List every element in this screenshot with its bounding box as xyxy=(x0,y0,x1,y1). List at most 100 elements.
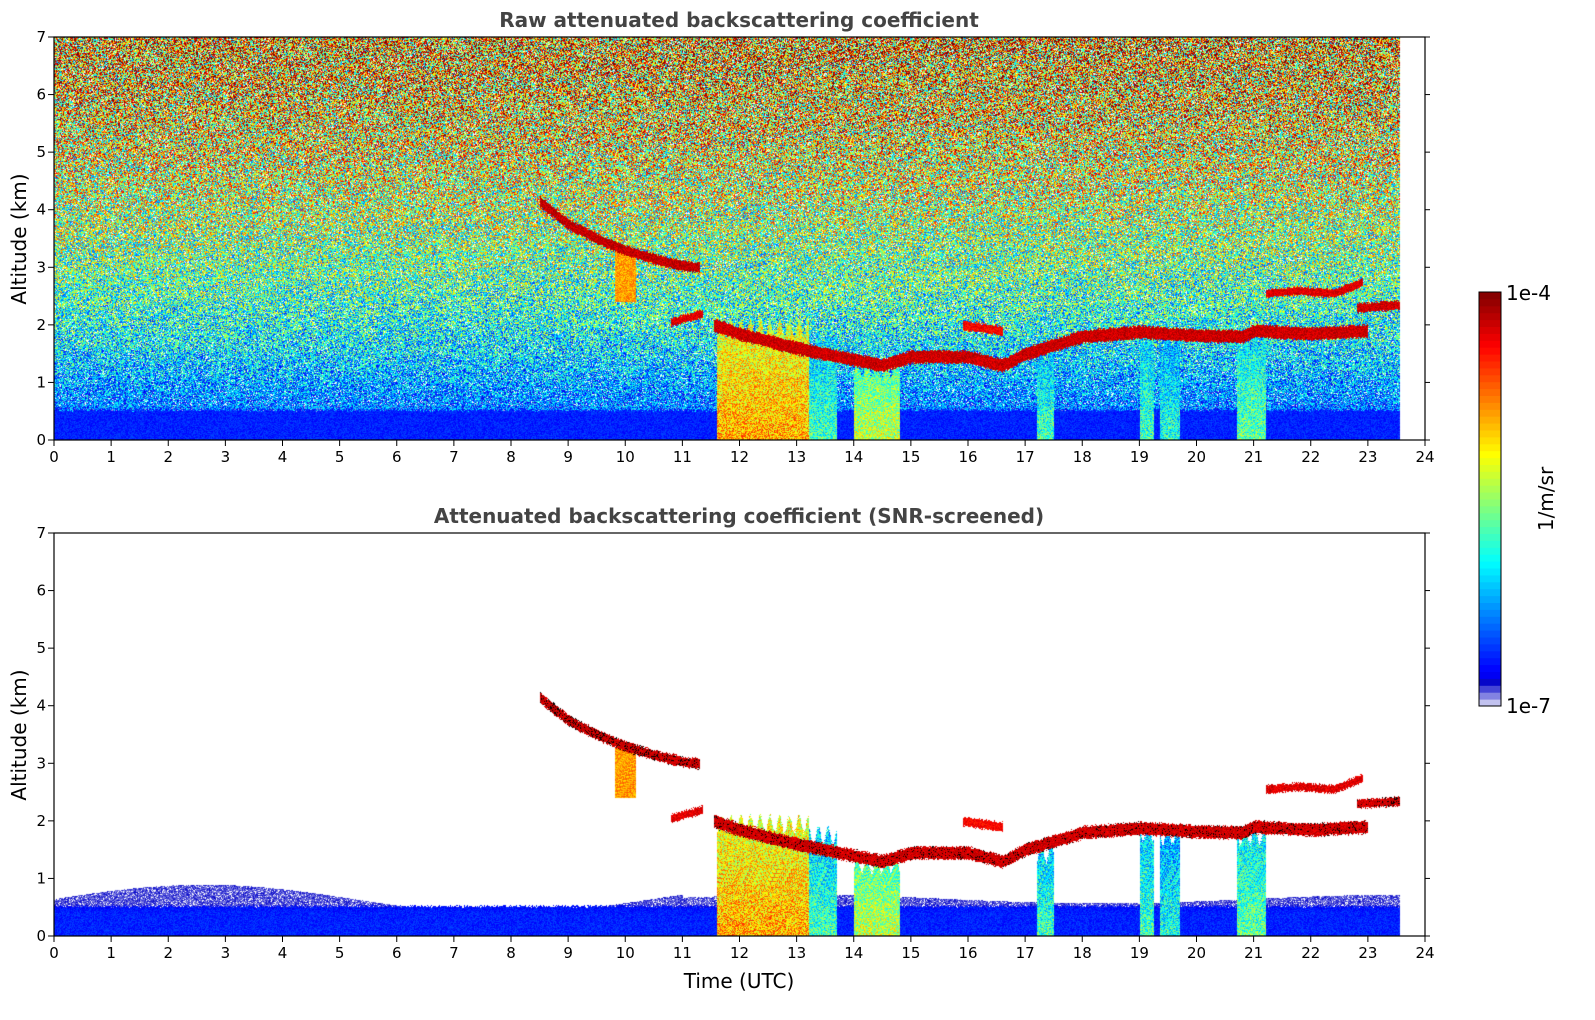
x-tick-label: 11 xyxy=(673,944,692,962)
x-tick-label: 4 xyxy=(278,448,288,466)
x-tick-label: 15 xyxy=(901,448,920,466)
colorbar-segment xyxy=(1479,657,1501,666)
x-tick-label: 10 xyxy=(616,944,635,962)
x-axis-label: Time (UTC) xyxy=(683,969,795,993)
colorbar-segment xyxy=(1479,568,1501,576)
colorbar-min-label: 1e-7 xyxy=(1506,694,1551,718)
heatmap-raw-container xyxy=(54,37,1425,440)
x-tick-label: 19 xyxy=(1130,448,1149,466)
colorbar-segment xyxy=(1479,436,1501,445)
colorbar-segment xyxy=(1479,519,1501,528)
x-tick-label: 24 xyxy=(1415,944,1434,962)
colorbar-unit-label: 1/m/sr xyxy=(1534,466,1558,531)
x-tick-label: 9 xyxy=(563,944,573,962)
x-tick-label: 1 xyxy=(106,944,116,962)
colorbar-segment xyxy=(1479,298,1501,307)
y-tick-label: 2 xyxy=(36,316,46,334)
heatmap-screened xyxy=(54,533,1425,936)
y-tick-label: 5 xyxy=(36,143,46,161)
x-tick-label: 5 xyxy=(335,448,345,466)
colorbar-segment xyxy=(1479,643,1501,652)
panel-1-ticks: 0 1 2 3 4 5 6 7 8 9 10 11 12 13 14 15 16 17 18 19 20 21 22 23 24… xyxy=(36,28,1434,466)
y-tick-label: 1 xyxy=(36,373,46,391)
x-tick-label: 8 xyxy=(506,448,516,466)
colorbar-segment xyxy=(1479,450,1501,459)
x-tick-label: 2 xyxy=(163,448,173,466)
x-tick-label: 9 xyxy=(563,448,573,466)
colorbar-segment xyxy=(1479,650,1501,659)
panel-2-title: Attenuated backscattering coefficient (S… xyxy=(434,504,1044,528)
y-tick-label: 6 xyxy=(36,86,46,104)
colorbar-segment xyxy=(1479,512,1501,521)
panel-2-ylabel: Altitude (km) xyxy=(7,669,31,800)
panel-raw: Raw attenuated backscattering coefficien… xyxy=(7,8,1435,466)
colorbar-segment xyxy=(1479,540,1501,548)
colorbar-segment xyxy=(1479,581,1501,590)
colorbar-segment xyxy=(1479,423,1501,431)
colorbar-segment xyxy=(1479,574,1501,583)
x-tick-label: 17 xyxy=(1016,944,1035,962)
x-tick-label: 3 xyxy=(221,448,231,466)
x-tick-label: 7 xyxy=(449,448,459,466)
x-tick-label: 14 xyxy=(844,944,863,962)
x-tick-label: 23 xyxy=(1358,944,1377,962)
x-tick-label: 6 xyxy=(392,944,402,962)
colorbar-segment xyxy=(1479,505,1501,514)
colorbar-segment xyxy=(1479,292,1501,300)
x-tick-label: 23 xyxy=(1358,448,1377,466)
x-tick-label: 20 xyxy=(1187,944,1206,962)
y-tick-label: 6 xyxy=(36,582,46,600)
colorbar-segment xyxy=(1479,340,1501,348)
x-tick-label: 12 xyxy=(730,944,749,962)
y-tick-label: 0 xyxy=(36,927,46,945)
colorbar-segment xyxy=(1479,526,1501,534)
colorbar-segment xyxy=(1479,388,1501,396)
y-tick-label: 4 xyxy=(36,201,46,219)
x-tick-label: 3 xyxy=(221,944,231,962)
y-tick-label: 7 xyxy=(36,28,46,46)
colorbar-segment xyxy=(1479,609,1501,617)
y-tick-label: 3 xyxy=(36,258,46,276)
colorbar-segment xyxy=(1479,685,1501,693)
colorbar-segment xyxy=(1479,554,1501,562)
colorbar-segment xyxy=(1479,347,1501,355)
x-tick-label: 13 xyxy=(787,448,806,466)
heatmap-raw xyxy=(54,37,1425,440)
colorbar-segment xyxy=(1479,533,1501,541)
colorbar-segment xyxy=(1479,664,1501,672)
colorbar-segment xyxy=(1479,457,1501,465)
colorbar-segment xyxy=(1479,699,1501,707)
y-tick-label: 0 xyxy=(36,431,46,449)
colorbar-segment xyxy=(1479,492,1501,500)
colorbar-frame xyxy=(1478,291,1502,707)
colorbar-segment xyxy=(1479,367,1501,376)
colorbar: 1e-4 1e-7 1/m/sr xyxy=(1478,281,1558,718)
x-tick-label: 22 xyxy=(1301,944,1320,962)
x-tick-label: 13 xyxy=(787,944,806,962)
colorbar-segment xyxy=(1479,430,1501,438)
x-tick-label: 2 xyxy=(163,944,173,962)
y-tick-label: 5 xyxy=(36,639,46,657)
y-tick-label: 4 xyxy=(36,697,46,715)
colorbar-segment xyxy=(1479,547,1501,555)
x-tick-label: 8 xyxy=(506,944,516,962)
x-tick-label: 21 xyxy=(1244,944,1263,962)
colorbar-gradient xyxy=(1479,292,1501,707)
colorbar-segment xyxy=(1479,623,1501,631)
x-tick-label: 22 xyxy=(1301,448,1320,466)
colorbar-segment xyxy=(1479,678,1501,686)
x-tick-label: 5 xyxy=(335,944,345,962)
x-tick-label: 16 xyxy=(958,448,977,466)
x-tick-label: 18 xyxy=(1073,944,1092,962)
colorbar-segment xyxy=(1479,602,1501,610)
x-tick-label: 18 xyxy=(1073,448,1092,466)
colorbar-segment xyxy=(1479,312,1501,321)
colorbar-segment xyxy=(1479,395,1501,403)
colorbar-segment xyxy=(1479,630,1501,638)
colorbar-segment xyxy=(1479,409,1501,417)
panel-2-ticks: 0 1 2 3 4 5 6 7 8 9 10 11 12 13 14 15 16 17 18 19 20 21 22 23 24… xyxy=(36,524,1434,962)
colorbar-segment xyxy=(1479,416,1501,424)
x-tick-label: 19 xyxy=(1130,944,1149,962)
colorbar-segment xyxy=(1479,485,1501,493)
